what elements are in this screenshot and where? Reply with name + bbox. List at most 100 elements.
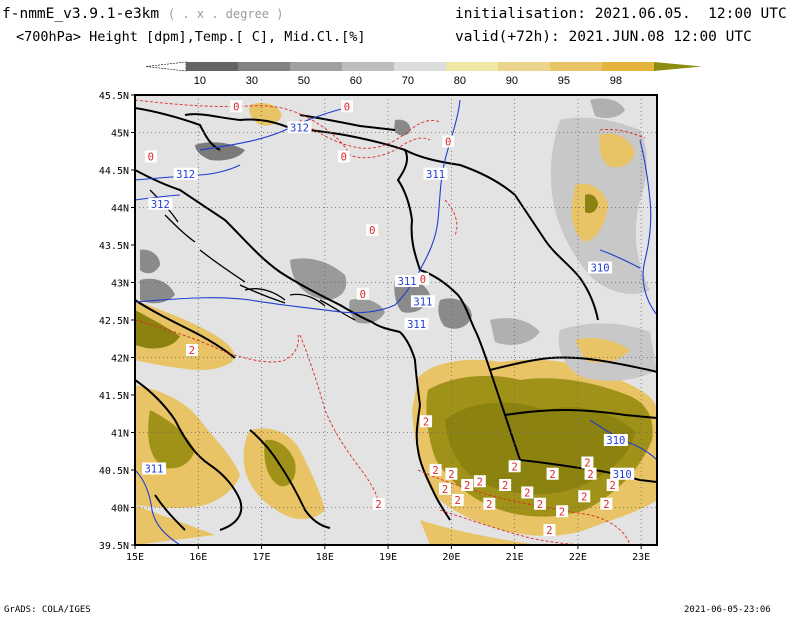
- temperature-contour-label: 2: [455, 495, 461, 507]
- colorbar-segment: [498, 62, 550, 71]
- height-contour-label-bg: [395, 275, 420, 287]
- temperature-contour-label-bg: [442, 135, 455, 148]
- temperature-contour-label-bg: [521, 486, 534, 499]
- temperature-contour-label: 2: [559, 506, 565, 518]
- height-contour-label: 311: [413, 296, 432, 308]
- temperature-contour-label-bg: [606, 479, 619, 491]
- temperature-contour-label-bg: [366, 224, 379, 236]
- temperature-contour-label-bg: [337, 150, 350, 163]
- temperature-contour-label: 2: [375, 499, 381, 511]
- temperature-contour-label-bg: [483, 497, 496, 510]
- height-contour-label-bg: [423, 167, 448, 180]
- temperature-contour-label-bg: [230, 100, 243, 113]
- colorbar-low-arrow: [145, 61, 187, 72]
- colorbar-label: 50: [298, 75, 310, 87]
- temperature-contour-label-bg: [356, 287, 369, 300]
- model-title: f-nmmE_v3.9.1-e3km ( . x . degree ): [2, 6, 283, 22]
- x-tick-label: 21E: [506, 552, 524, 563]
- colorbar-segment: [238, 62, 290, 71]
- temperature-contour-label-bg: [451, 494, 464, 506]
- height-contour-label-bg: [148, 197, 173, 210]
- temperature-contour-label: 2: [464, 480, 470, 492]
- temperature-contour-label-bg: [429, 464, 442, 476]
- temperature-contour-label: 2: [603, 499, 609, 511]
- height-contour-label-bg: [603, 434, 628, 446]
- height-contour-label: 311: [407, 319, 426, 331]
- x-tick-label: 18E: [316, 552, 334, 563]
- x-tick-label: 16E: [189, 552, 207, 563]
- colorbar-segment: [602, 62, 654, 71]
- colorbar-segment: [550, 62, 602, 71]
- temperature-contour-label: 2: [587, 469, 593, 481]
- temperature-contour-label: 0: [420, 274, 426, 286]
- temperature-contour-label: 2: [502, 480, 508, 492]
- height-contour-label-bg: [410, 295, 435, 308]
- temperature-contour-label-bg: [546, 467, 559, 480]
- colorbar-label: 98: [610, 75, 622, 87]
- x-tick-label: 19E: [379, 552, 397, 563]
- height-contour-label-bg: [173, 167, 198, 180]
- height-contour-label: 311: [144, 464, 163, 476]
- temperature-contour-label: 2: [511, 461, 517, 473]
- temperature-contour-label: 2: [610, 480, 616, 492]
- y-axis-ticks: 45.5N 45N 44.5N 44N 43.5N 43N 42.5N 42N 41.5N 41N…: [99, 91, 135, 552]
- temperature-contour-label: 2: [442, 484, 448, 496]
- variables-title: <700hPa> Height [dpm],Temp.[ C], Mid.Cl.…: [16, 29, 366, 45]
- temperature-contour-label: 2: [546, 525, 552, 537]
- x-tick-label: 22E: [569, 552, 587, 563]
- y-tick-label: 42N: [111, 354, 129, 365]
- x-tick-label: 17E: [253, 552, 271, 563]
- y-tick-label: 41.5N: [99, 391, 129, 402]
- temperature-contour-label: 2: [486, 499, 492, 511]
- temperature-contour-label-bg: [372, 497, 385, 510]
- height-contour-label: 312: [151, 199, 170, 211]
- x-tick-label: 15E: [126, 552, 144, 563]
- temperature-contour-label: 0: [344, 101, 350, 113]
- temperature-contour-label-bg: [581, 456, 594, 469]
- x-tick-label: 23E: [632, 552, 650, 563]
- temperature-contour-label: 2: [189, 345, 195, 357]
- temperature-contour-label-bg: [508, 460, 521, 473]
- temperature-contour-label: 2: [584, 458, 590, 470]
- init-value: 2021.06.05. 12:00 UTC: [594, 6, 787, 22]
- x-axis-ticks: 15E 16E 17E 18E 19E 20E 21E 22E 23E: [126, 545, 650, 563]
- render-timestamp: 2021-06-05-23:06: [684, 605, 771, 615]
- height-contour-label: 310: [613, 469, 632, 481]
- colorbar-segment: [290, 62, 342, 71]
- temperature-contour-label: 0: [341, 152, 347, 164]
- height-contour-label-bg: [141, 462, 166, 475]
- colorbar-label: 90: [506, 75, 518, 87]
- y-tick-label: 39.5N: [99, 541, 129, 552]
- height-contour-label: 311: [398, 276, 417, 288]
- colorbar-segment: [342, 62, 394, 71]
- temperature-contour-label-bg: [416, 272, 429, 285]
- temperature-contour-label: 2: [432, 465, 438, 477]
- temperature-contour-label-bg: [600, 497, 613, 510]
- colorbar-label: 70: [402, 75, 414, 87]
- temperature-contour-label: 0: [148, 152, 154, 164]
- colorbar-high-arrow: [654, 62, 702, 71]
- software-credit: GrADS: COLA/IGES: [4, 605, 91, 615]
- colorbar-segment: [394, 62, 446, 71]
- height-contour-label-bg: [404, 317, 429, 330]
- temperature-contour-label: 2: [477, 476, 483, 488]
- height-contour-label: 310: [591, 263, 610, 275]
- colorbar-segment: [446, 62, 498, 71]
- height-contour-label: 312: [176, 169, 195, 181]
- country-borders: [135, 107, 657, 531]
- y-tick-label: 45N: [111, 129, 129, 140]
- height-contour-label-bg: [287, 121, 312, 134]
- colorbar-segment: [186, 62, 238, 71]
- cloud-colorbar: 10 30 50 60 70 80 90 95 98: [145, 61, 702, 87]
- temperature-contour-label: 2: [423, 416, 429, 428]
- temperature-contour-label-bg: [420, 415, 433, 428]
- height-contour-label: 310: [606, 435, 625, 447]
- y-tick-label: 43.5N: [99, 241, 129, 252]
- y-tick-label: 40N: [111, 504, 129, 515]
- temperature-contour-label-bg: [584, 467, 597, 480]
- temperature-contour-label-bg: [445, 467, 458, 480]
- colorbar-label: 10: [194, 75, 206, 87]
- temperature-contour-label: 2: [524, 488, 530, 500]
- y-tick-label: 44.5N: [99, 166, 129, 177]
